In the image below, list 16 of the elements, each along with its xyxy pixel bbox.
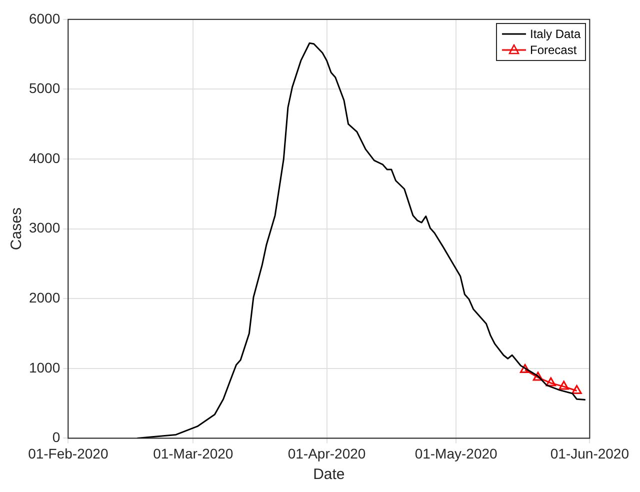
x-axis-title: Date — [313, 466, 345, 484]
y-tick-label: 4000 — [28, 150, 60, 166]
legend-label: Italy Data — [530, 27, 581, 42]
y-axis-title: Cases — [8, 208, 26, 250]
y-tick-label: 6000 — [28, 10, 60, 26]
y-tick-label: 0 — [52, 429, 60, 446]
y-tick-label: 5000 — [28, 80, 60, 96]
x-tick-label: 01-May-2020 — [414, 445, 498, 462]
x-tick-label: 01-Mar-2020 — [153, 445, 234, 462]
x-tick-label: 01-Apr-2020 — [288, 445, 366, 462]
y-tick-label: 1000 — [28, 359, 60, 376]
x-tick-label: 01-Feb-2020 — [28, 445, 108, 462]
legend-label: Forecast — [530, 43, 577, 58]
y-tick-label: 2000 — [28, 289, 60, 306]
x-tick-label: 01-Jun-2020 — [550, 445, 630, 462]
y-tick-label: 3000 — [28, 220, 60, 236]
